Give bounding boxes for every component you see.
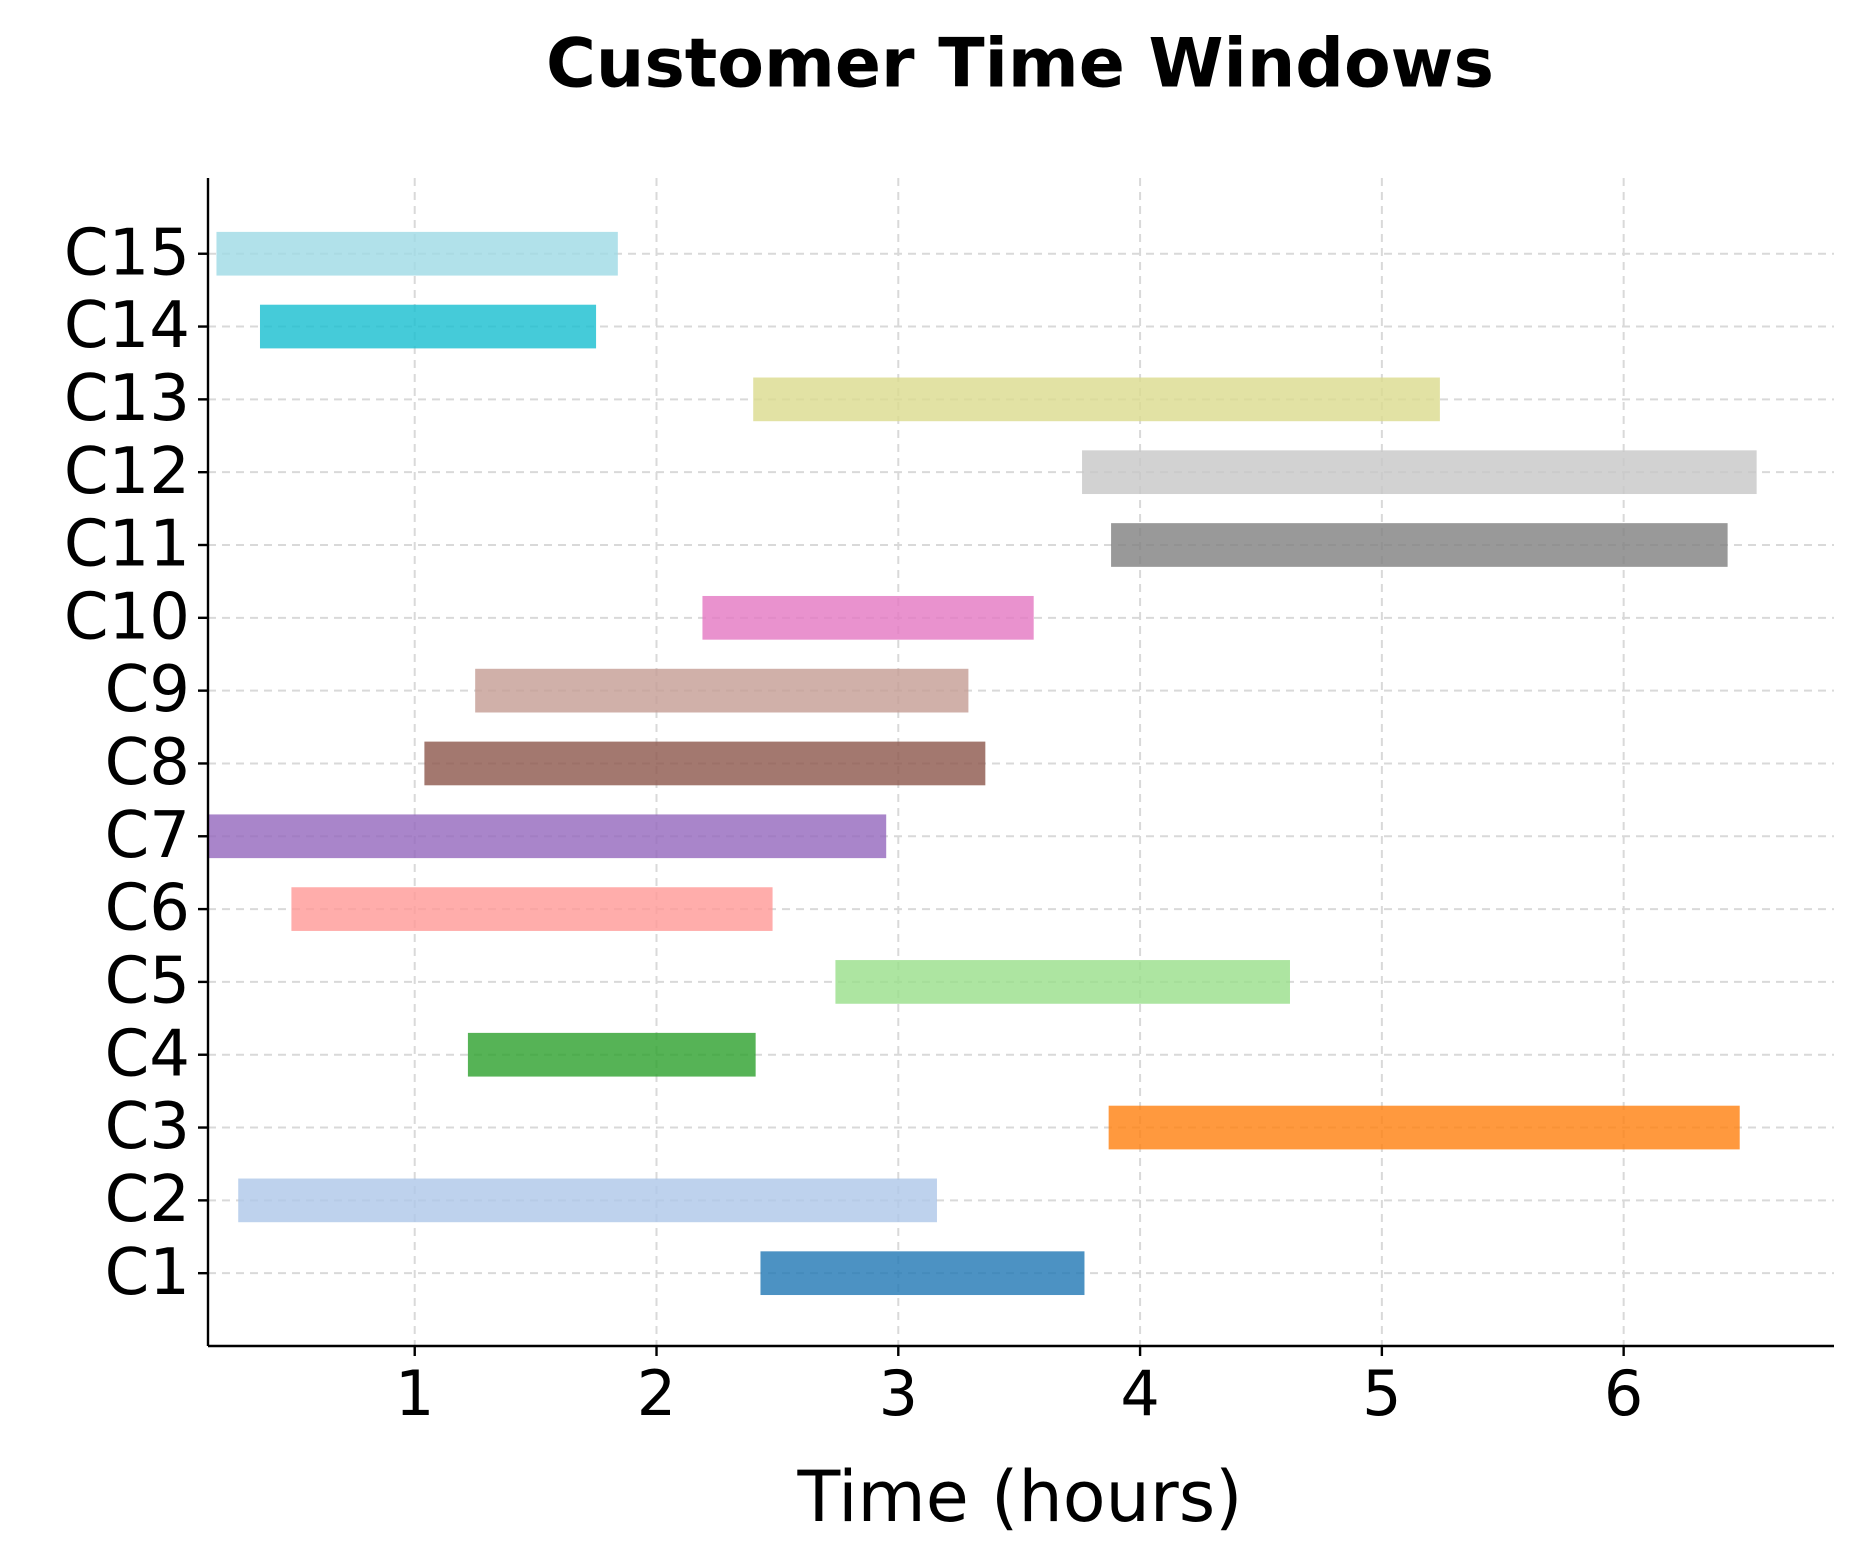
bar: [475, 668, 969, 713]
bar: [424, 741, 986, 786]
y-tick-label: C12: [64, 435, 190, 509]
bar: [1082, 450, 1757, 495]
bar: [291, 887, 773, 931]
bar: [760, 1251, 1085, 1296]
bar: [1108, 1105, 1740, 1150]
y-tick-label: C9: [105, 653, 190, 727]
chart-title: Customer Time Windows: [546, 25, 1494, 104]
y-tick-label: C1: [105, 1236, 190, 1310]
bar: [753, 377, 1440, 422]
y-tick-label: C4: [105, 1017, 190, 1091]
y-tick-label: C15: [64, 216, 190, 290]
y-tick-label: C5: [105, 944, 190, 1018]
y-tick-label: C2: [105, 1163, 190, 1237]
bar: [835, 960, 1290, 1004]
y-tick-label: C6: [105, 872, 190, 946]
bar: [259, 304, 597, 349]
y-tick-label: C14: [64, 289, 190, 363]
bar: [216, 231, 618, 276]
x-tick-label: 5: [1362, 1357, 1401, 1430]
y-tick-label: C3: [105, 1090, 190, 1164]
bar: [238, 1178, 937, 1223]
x-tick-label: 3: [879, 1357, 918, 1430]
bar: [467, 1032, 756, 1077]
x-tick-label: 4: [1120, 1357, 1159, 1430]
x-tick-label: 1: [395, 1357, 434, 1430]
y-tick-label: C11: [64, 508, 190, 582]
y-tick-label: C7: [105, 799, 190, 873]
y-tick-label: C8: [105, 726, 190, 800]
x-axis-label: Time (hours): [797, 1456, 1243, 1538]
bar: [208, 814, 887, 859]
y-tick-label: C10: [64, 580, 190, 654]
x-tick-label: 6: [1604, 1357, 1643, 1430]
y-tick-label: C13: [64, 362, 190, 436]
bar: [702, 595, 1034, 640]
x-tick-label: 2: [637, 1357, 676, 1430]
bar: [1111, 523, 1728, 567]
